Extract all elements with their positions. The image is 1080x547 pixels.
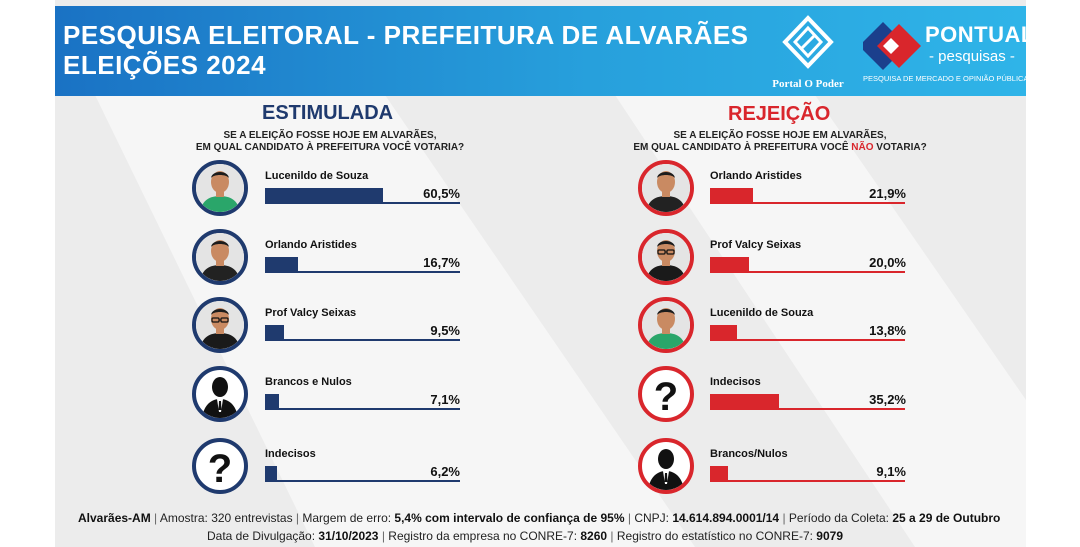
section-title: REJEIÇÃO	[728, 103, 831, 125]
footer-conre-stat-value: 9079	[816, 529, 843, 543]
portal-o-poder-logo: Portal O Poder	[763, 14, 853, 94]
footer-cnpj-label: CNPJ:	[634, 511, 669, 525]
silhouette-icon	[638, 438, 694, 494]
footer-period-label: Período da Coleta:	[788, 511, 889, 525]
section-title: ESTIMULADA	[262, 102, 394, 124]
bar-baseline	[265, 271, 460, 273]
logo1-caption: Portal O Poder	[772, 78, 844, 90]
candidate-avatar	[192, 297, 248, 353]
svg-text:?: ?	[208, 447, 232, 490]
logo2-brand: PONTUAL	[925, 22, 1035, 47]
bar-baseline	[265, 480, 460, 482]
bar-category-label: Orlando Aristides	[710, 170, 802, 182]
silhouette-icon	[192, 366, 248, 422]
pontual-mark-icon	[863, 22, 921, 70]
page-title: PESQUISA ELEITORAL - PREFEITURA DE ALVAR…	[63, 20, 749, 80]
bar-category-label: Lucenildo de Souza	[265, 170, 369, 182]
bar-value-label: 20,0%	[869, 255, 906, 270]
bar-value-label: 13,8%	[869, 323, 906, 338]
bar-category-label: Orlando Aristides	[265, 239, 357, 251]
question-line-1: SE A ELEIÇÃO FOSSE HOJE EM ALVARÃES,	[223, 130, 437, 141]
diamond-logo-icon	[782, 15, 834, 69]
footer-margin-value: 5,4% com intervalo de confiança de 95%	[394, 511, 625, 525]
footer-conre-company-value: 8260	[580, 529, 608, 543]
footer-cnpj-value: 14.614.894.0001/14	[672, 511, 780, 525]
question-mark-icon: ?	[192, 438, 248, 494]
bar-baseline	[265, 202, 460, 204]
footer-sample-value: 320 entrevistas	[211, 511, 293, 525]
question-part: EM QUAL CANDIDATO À PREFEITURA VOCÊ VOTA…	[195, 142, 465, 153]
background-diagonal	[95, 95, 1026, 547]
footer-line-1: Alvarães-AM | Amostra: 320 entrevistas |…	[78, 511, 1001, 525]
candidate-avatar	[192, 160, 248, 216]
svg-text:?: ?	[654, 375, 678, 418]
footer-release-value: 31/10/2023	[318, 529, 379, 543]
footer-line-2: Data de Divulgação: 31/10/2023 | Registr…	[207, 529, 843, 543]
bar-category-label: Indecisos	[265, 448, 316, 460]
question-line-1: SE A ELEIÇÃO FOSSE HOJE EM ALVARÃES,	[673, 130, 887, 141]
bar-value-label: 35,2%	[869, 392, 906, 407]
question-part: EM QUAL CANDIDATO À PREFEITURA VOCÊ	[633, 142, 852, 153]
title-line-1: PESQUISA ELEITORAL - PREFEITURA DE ALVAR…	[63, 20, 749, 50]
bar-mark	[710, 325, 737, 339]
bar-mark	[710, 257, 749, 271]
logo2-tagline: PESQUISA DE MERCADO E OPINIÃO PÚBLICA	[863, 74, 1029, 83]
bar-value-label: 16,7%	[423, 255, 460, 270]
bar-baseline	[710, 271, 905, 273]
bar-value-label: 9,5%	[430, 323, 460, 338]
bar-category-label: Brancos/Nulos	[710, 448, 788, 460]
bar-baseline	[710, 202, 905, 204]
title-line-2: ELEIÇÕES 2024	[63, 50, 267, 80]
question-line-2: EM QUAL CANDIDATO À PREFEITURA VOCÊ NÃO …	[610, 142, 950, 154]
question-text: SE A ELEIÇÃO FOSSE HOJE EM ALVARÃES, EM …	[160, 130, 500, 154]
bar-mark	[265, 466, 278, 480]
bar-mark	[710, 466, 728, 480]
footer-location: Alvarães-AM	[78, 511, 151, 525]
bar-mark	[265, 394, 279, 408]
question-part: VOTARIA?	[873, 142, 927, 153]
candidate-avatar	[638, 160, 694, 216]
bar-category-label: Brancos e Nulos	[265, 376, 352, 388]
bar-mark	[265, 325, 284, 339]
bar-mark	[710, 394, 779, 408]
question-mark-icon: ?	[638, 366, 694, 422]
bar-mark	[710, 188, 753, 202]
bar-baseline	[710, 408, 905, 410]
bar-value-label: 9,1%	[876, 464, 906, 479]
question-text: SE A ELEIÇÃO FOSSE HOJE EM ALVARÃES, EM …	[610, 130, 950, 154]
question-line-2: EM QUAL CANDIDATO À PREFEITURA VOCÊ VOTA…	[160, 142, 500, 154]
candidate-avatar	[638, 297, 694, 353]
bar-category-label: Prof Valcy Seixas	[710, 239, 802, 251]
bar-mark	[265, 188, 383, 202]
bar-value-label: 60,5%	[423, 186, 460, 201]
candidate-avatar	[638, 229, 694, 285]
footer-sample-label: Amostra:	[159, 511, 208, 525]
logo2-sub: - pesquisas -	[929, 48, 1015, 65]
footer-period-value: 25 a 29 de Outubro	[892, 511, 1001, 525]
bar-value-label: 6,2%	[430, 464, 460, 479]
bar-category-label: Lucenildo de Souza	[710, 307, 814, 319]
bar-baseline	[710, 480, 905, 482]
footer-conre-stat-label: Registro do estatístico no CONRE-7:	[616, 529, 813, 543]
bar-category-label: Prof Valcy Seixas	[265, 307, 357, 319]
bar-baseline	[265, 339, 460, 341]
footer-release-label: Data de Divulgação:	[207, 529, 316, 543]
bar-baseline	[710, 339, 905, 341]
bar-baseline	[265, 408, 460, 410]
bar-mark	[265, 257, 298, 271]
bar-value-label: 7,1%	[430, 392, 460, 407]
pontual-logo: PONTUAL - pesquisas - PESQUISA DE MERCAD…	[863, 16, 1034, 92]
candidate-avatar	[192, 229, 248, 285]
bar-category-label: Indecisos	[710, 376, 761, 388]
footer-conre-company-label: Registro da empresa no CONRE-7:	[388, 529, 578, 543]
footer-margin-label: Margem de erro:	[302, 511, 392, 525]
question-neg: NÃO	[851, 142, 874, 153]
bar-value-label: 21,9%	[869, 186, 906, 201]
header-banner: PESQUISA ELEITORAL - PREFEITURA DE ALVAR…	[55, 6, 1034, 96]
